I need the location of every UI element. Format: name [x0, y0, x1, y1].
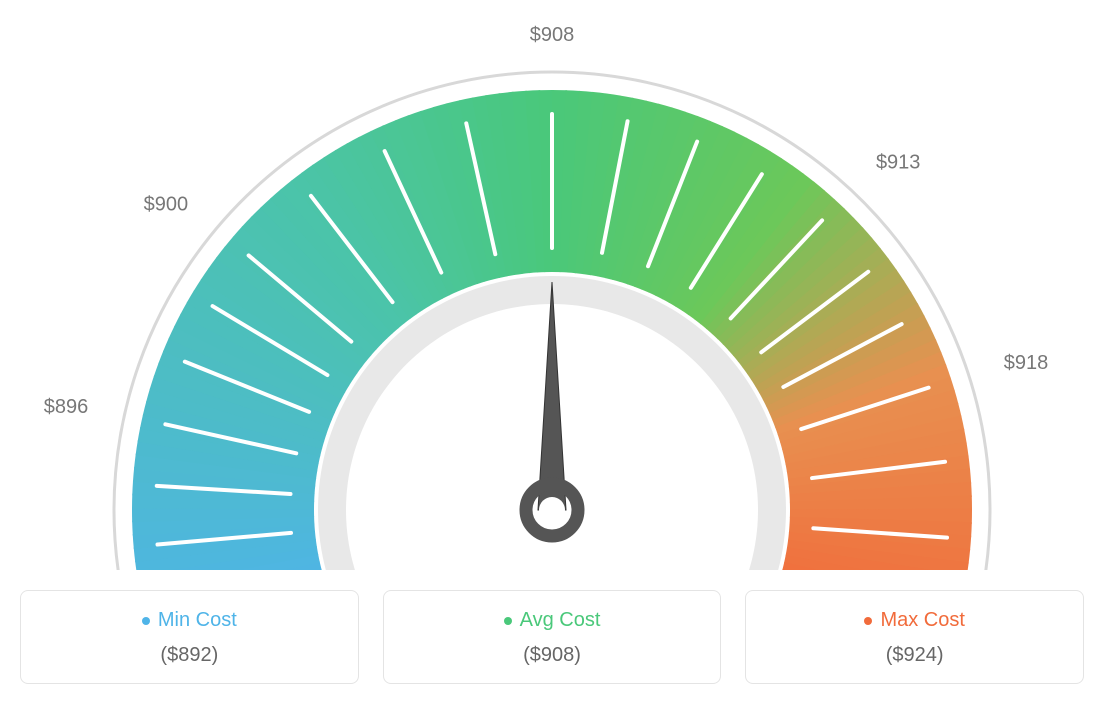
legend-dot-max	[864, 617, 872, 625]
svg-text:$896: $896	[44, 396, 89, 418]
cost-gauge-container: $892$896$900$908$913$918$924 Min Cost ($…	[20, 20, 1084, 684]
legend-label-max: Max Cost	[880, 609, 964, 632]
legend-card-min: Min Cost ($892)	[20, 590, 359, 684]
legend-dot-min	[142, 617, 150, 625]
legend-dot-avg	[504, 617, 512, 625]
svg-text:$900: $900	[144, 194, 189, 216]
legend-value-max: ($924)	[756, 644, 1073, 667]
legend-card-avg: Avg Cost ($908)	[383, 590, 722, 684]
legend-label-min: Min Cost	[158, 609, 237, 632]
svg-text:$908: $908	[530, 24, 575, 46]
legend-title-avg: Avg Cost	[504, 609, 601, 632]
legend-title-min: Min Cost	[142, 609, 237, 632]
legend-value-avg: ($908)	[394, 644, 711, 667]
legend-value-min: ($892)	[31, 644, 348, 667]
gauge-svg: $892$896$900$908$913$918$924	[20, 20, 1084, 570]
legend-title-max: Max Cost	[864, 609, 964, 632]
legend-row: Min Cost ($892) Avg Cost ($908) Max Cost…	[20, 590, 1084, 684]
svg-text:$913: $913	[876, 152, 921, 174]
gauge-chart: $892$896$900$908$913$918$924	[20, 20, 1084, 570]
svg-text:$918: $918	[1004, 352, 1049, 374]
legend-label-avg: Avg Cost	[520, 609, 601, 632]
legend-card-max: Max Cost ($924)	[745, 590, 1084, 684]
